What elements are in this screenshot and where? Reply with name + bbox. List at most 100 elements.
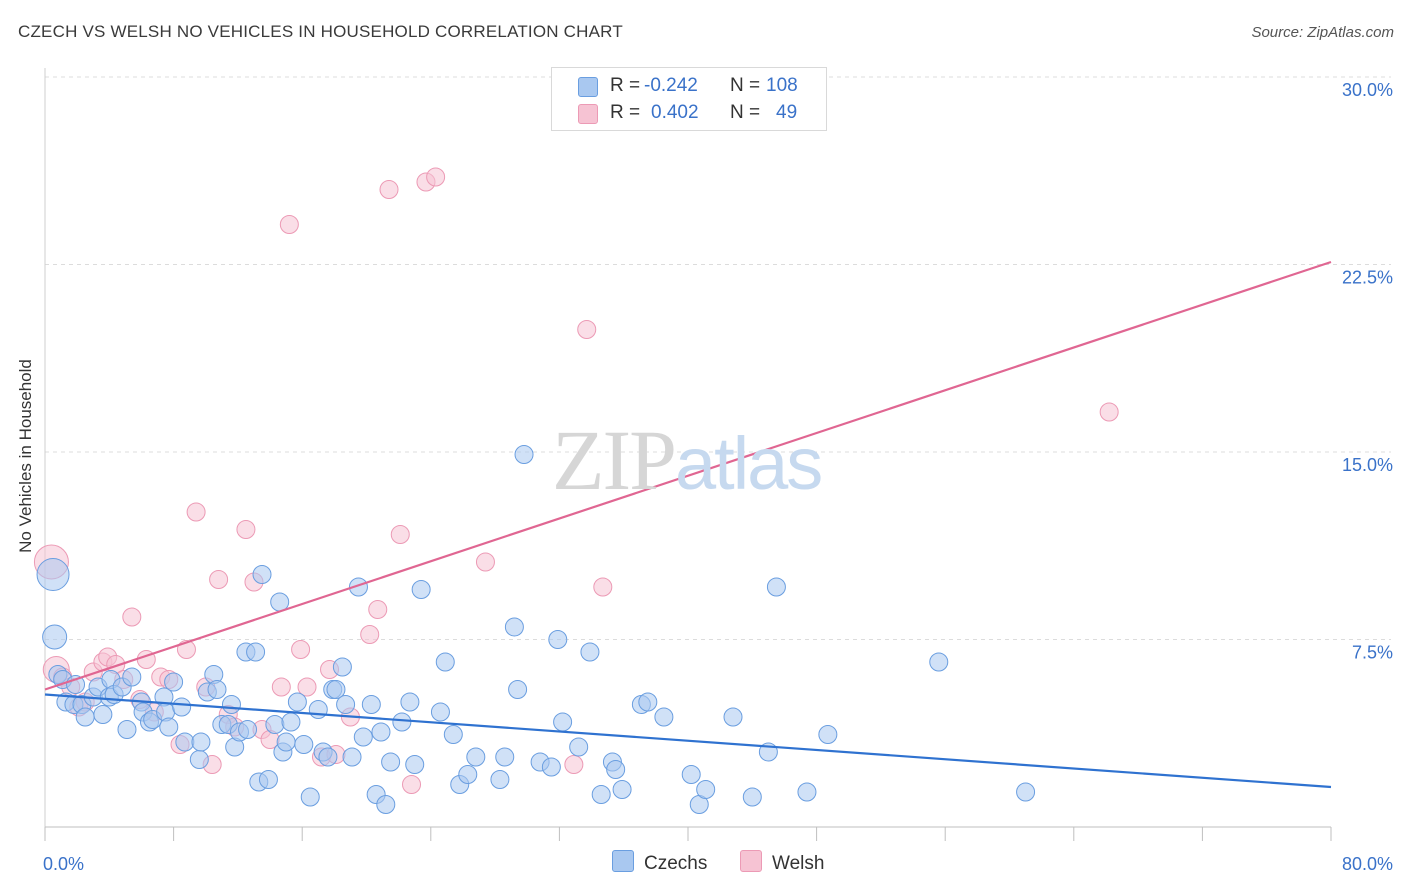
czechs-point-102 [797,782,817,802]
czechs-point-71 [430,702,450,722]
czechs-point-105 [1016,782,1036,802]
czechs-point-87 [580,642,600,662]
welsh-point-11 [122,607,142,627]
czechs-point-54 [318,747,338,767]
welsh-n-label: N = [730,102,761,123]
czechs-point-78 [495,747,515,767]
welsh-point-38 [368,600,388,619]
czechs-point-26 [172,697,192,717]
welsh-point-39 [379,180,399,199]
welsh-point-19 [186,502,206,522]
czechs-point-73 [443,725,463,744]
czechs-point-40 [246,642,266,662]
czechs-point-81 [514,445,534,464]
czechs-point-85 [553,712,573,732]
czechs-point-57 [332,657,352,677]
legend-item-czechs[interactable]: Czechs [612,850,707,878]
welsh-point-46 [577,320,597,339]
czechs-point-61 [353,727,373,747]
legend-swatch-welsh [740,850,762,872]
welsh-point-44 [475,552,495,572]
gridlines [45,76,1391,640]
czechs-point-17 [122,667,142,687]
stats-legend: R = -0.242 N = 108 R = 0.402 N = 49 [551,67,827,131]
welsh-swatch [578,104,598,124]
axes [44,68,1332,841]
legend-item-welsh[interactable]: Welsh [740,850,824,878]
x-tick-label-min: 0.0% [43,854,84,874]
welsh-trend-line [44,260,1332,691]
czechs-point-77 [490,770,510,789]
stats-row-welsh: R = 0.402 N = 49 [552,100,826,126]
czechs-point-88 [591,785,611,804]
welsh-point-22 [209,570,229,589]
welsh-point-32 [297,677,317,697]
y-tick-label-0: 7.5% [1352,643,1393,663]
czechs-point-93 [638,692,658,712]
watermark: ZIPatlas [552,410,823,510]
y-tick-label-2: 22.5% [1342,268,1393,288]
czechs-point-16 [117,720,137,739]
czechs-point-98 [723,707,743,727]
czechs-point-62 [361,695,381,714]
czechs-swatch [578,77,598,97]
x-tick-label-max: 80.0% [1342,854,1393,874]
czechs-point-56 [326,680,346,699]
czechs-point-25 [164,672,184,692]
czechs-point-11 [93,705,113,724]
czechs-point-79 [504,617,524,637]
czechs-point-90 [606,760,626,779]
czechs-point-43 [258,770,278,789]
y-tick-label-1: 15.0% [1342,455,1393,475]
czechs-point-72 [435,652,455,672]
czechs-n-label: N = [730,75,761,96]
czechs-point-80 [508,680,528,699]
czechs-r-label: R = [610,75,641,96]
czechs-point-35 [221,695,241,714]
tick-labels: 7.5% 15.0% 22.5% 30.0% 0.0% 80.0% [43,80,1393,874]
welsh-point-37 [360,625,380,644]
y-tick-label-3: 30.0% [1342,80,1393,100]
trend-lines [44,260,1332,789]
czechs-point-86 [569,737,589,757]
czechs-point-32 [207,680,227,699]
legend-label-czechs: Czechs [644,853,708,874]
czechs-point-67 [392,712,412,732]
czechs-point-8 [75,707,95,727]
czechs-trend-line [44,693,1332,789]
legend-label-welsh: Welsh [772,853,825,874]
czechs-point-104 [929,652,949,672]
czechs-point-66 [381,752,401,772]
czechs-point-44 [265,715,285,734]
czechs-point-1 [42,624,68,650]
welsh-r-value: 0.402 [651,102,699,123]
czechs-point-83 [541,757,561,777]
welsh-r-label: R = [610,102,641,123]
chart-title: CZECH VS WELSH NO VEHICLES IN HOUSEHOLD … [18,22,623,41]
czechs-point-42 [252,565,272,584]
czechs-point-75 [458,765,478,784]
welsh-point-48 [1099,402,1119,422]
czechs-point-48 [281,712,301,732]
czechs-point-91 [612,780,632,799]
legend-swatch-czechs [612,850,634,872]
czechs-point-95 [681,765,701,784]
czechs-point-76 [466,747,486,767]
czechs-point-101 [766,577,786,597]
welsh-point-31 [291,640,311,659]
czechs-point-103 [818,725,838,744]
czechs-point-68 [400,692,420,712]
czechs-point-28 [189,750,209,769]
czechs-point-70 [411,580,431,599]
czechs-point-49 [287,692,307,712]
welsh-point-40 [390,525,410,544]
welsh-point-25 [236,520,256,539]
welsh-n-value: 49 [776,102,798,123]
czechs-point-51 [300,787,320,807]
czechs-point-84 [548,630,568,649]
welsh-point-29 [271,677,291,697]
welsh-point-41 [402,775,422,794]
czechs-r-value: -0.242 [644,75,698,96]
czechs-point-69 [405,755,425,774]
welsh-point-45 [564,755,584,774]
